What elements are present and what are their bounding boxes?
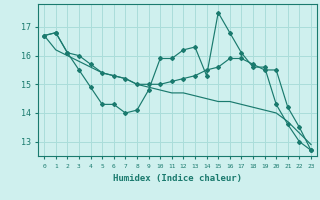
X-axis label: Humidex (Indice chaleur): Humidex (Indice chaleur) xyxy=(113,174,242,183)
